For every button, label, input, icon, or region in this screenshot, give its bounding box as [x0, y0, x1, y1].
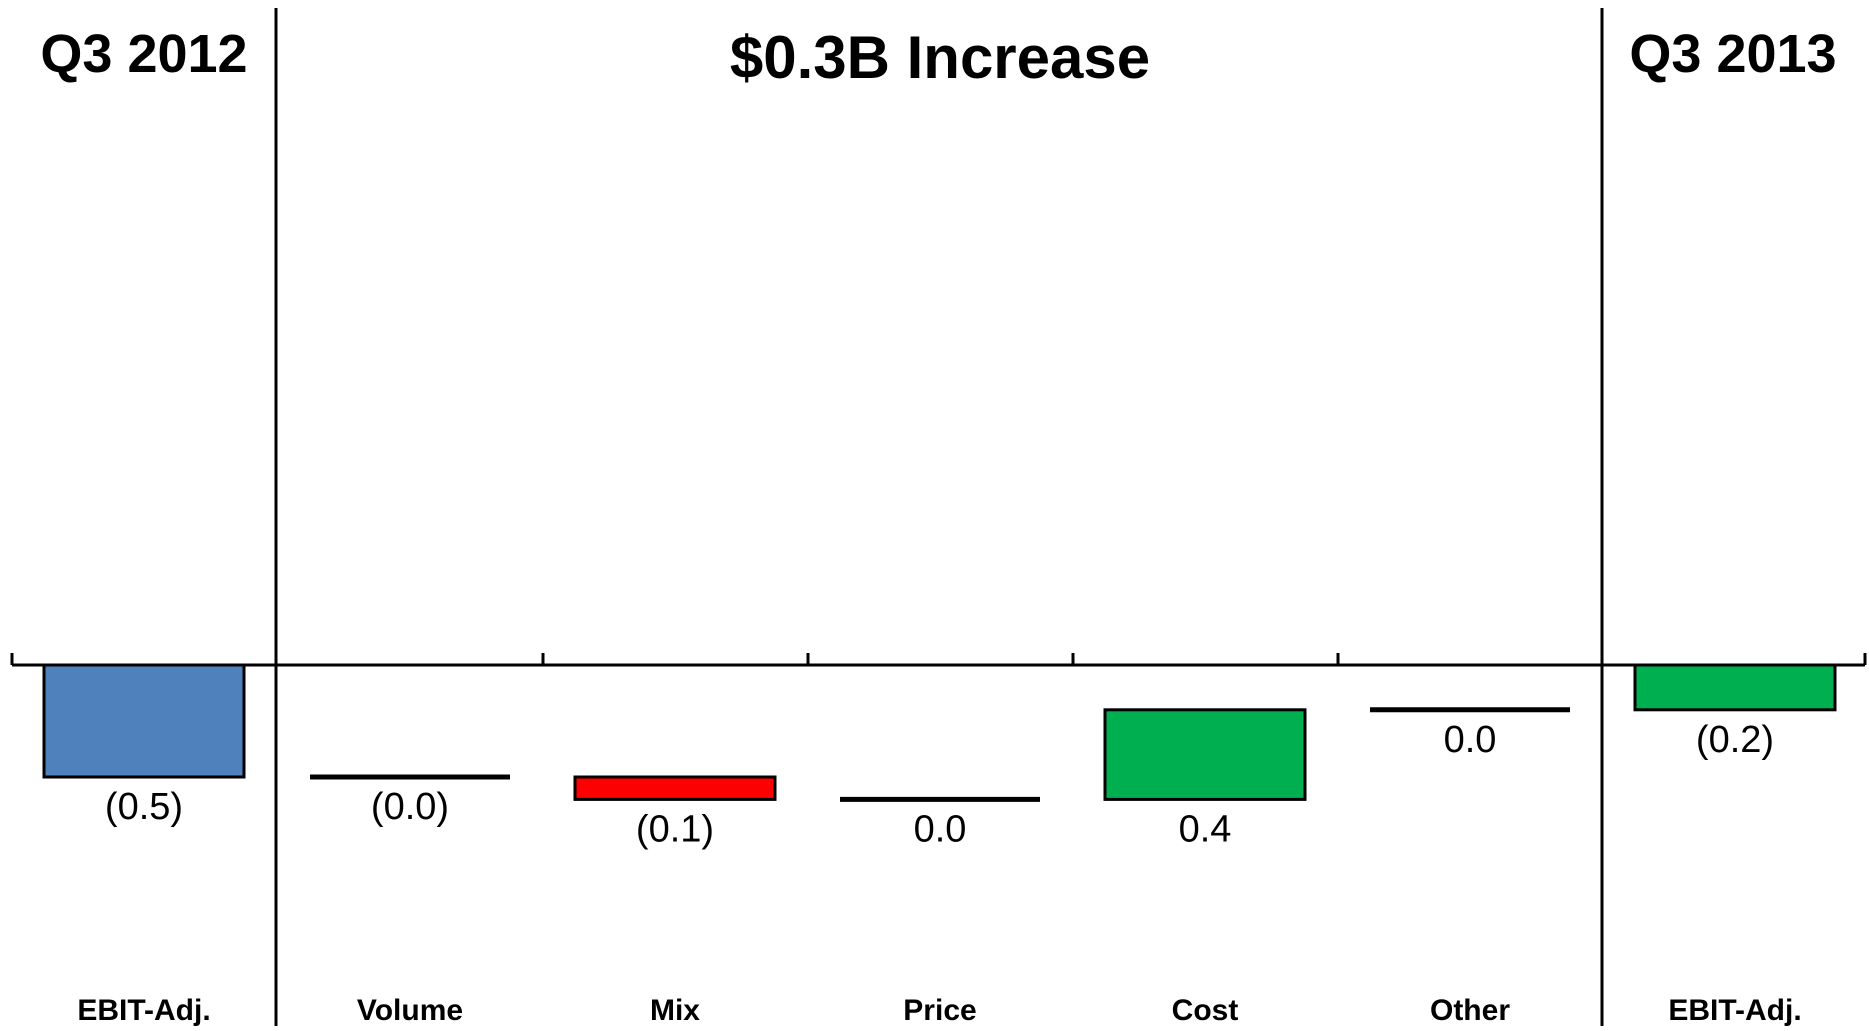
data-labels-group: (0.5) (0.0) (0.1) 0.0 0.4 0.0 (0.2): [105, 719, 1774, 851]
chart-title: $0.3B Increase: [730, 24, 1150, 91]
data-label-1: (0.0): [371, 786, 449, 828]
data-label-5: 0.0: [1444, 719, 1497, 761]
header-q3-2013: Q3 2013: [1629, 24, 1836, 84]
bar-2: [573, 775, 777, 801]
category-label-1: Volume: [357, 994, 463, 1026]
bars-group: [42, 663, 1837, 802]
axis-ticks-group: [10, 653, 1867, 665]
category-label-5: Other: [1430, 994, 1510, 1026]
data-label-3: 0.0: [914, 808, 967, 850]
bar-4: [1103, 708, 1307, 801]
category-label-3: Price: [903, 994, 976, 1026]
category-label-0: EBIT-Adj.: [77, 994, 210, 1026]
category-label-4: Cost: [1172, 994, 1239, 1026]
axis-group: [12, 8, 1865, 1026]
data-label-0: (0.5): [105, 786, 183, 828]
category-label-6: EBIT-Adj.: [1668, 994, 1801, 1026]
data-label-6: (0.2): [1696, 719, 1774, 761]
bar-6: [1633, 663, 1837, 712]
category-labels-group: EBIT-Adj. Volume Mix Price Cost Other EBIT-Adj…: [77, 994, 1801, 1027]
category-label-2: Mix: [650, 994, 700, 1026]
bar-0: [42, 663, 246, 779]
header-q3-2012: Q3 2012: [40, 24, 247, 84]
data-label-2: (0.1): [636, 808, 714, 850]
data-label-4: 0.4: [1179, 808, 1232, 850]
